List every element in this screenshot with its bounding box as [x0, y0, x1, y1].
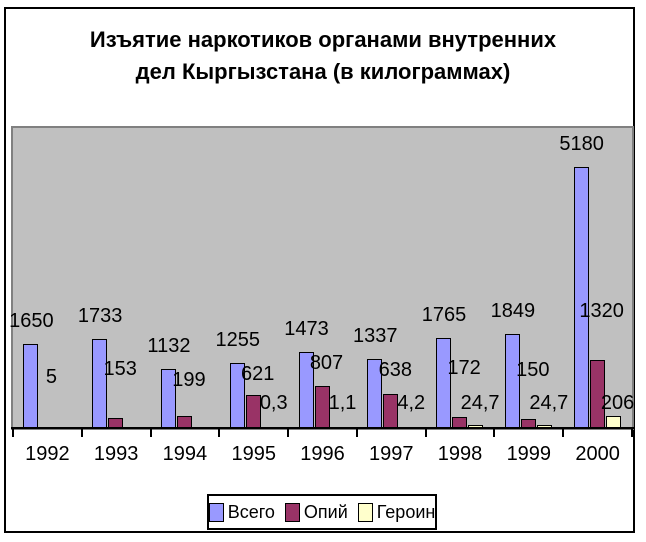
legend-item-opium: Опий: [284, 502, 348, 522]
bar-heroin-1998: [468, 424, 484, 428]
data-label-total-1998: 1765: [421, 303, 467, 326]
data-label-total-2000: 5180: [559, 133, 604, 155]
x-axis-tick: [424, 429, 427, 437]
x-axis-label-2000: 2000: [575, 443, 620, 465]
bar-heroin-1999: [536, 424, 552, 428]
bar-opium-1995: [245, 394, 261, 428]
bar-opium-1994: [176, 416, 192, 428]
x-axis-tick: [218, 429, 221, 437]
legend-swatch-total-icon: [208, 502, 224, 522]
data-label-opium-1992: 5: [45, 365, 57, 388]
bar-total-2000: [573, 167, 589, 428]
data-label-total-1999: 1849: [490, 299, 536, 322]
x-axis-tick: [287, 429, 290, 437]
data-label-opium-1997: 638: [378, 359, 412, 382]
data-label-total-1993: 1733: [77, 305, 123, 328]
data-label-opium-1996: 807: [309, 352, 344, 375]
x-axis-tick: [493, 429, 496, 437]
bar-opium-1997: [383, 394, 399, 428]
data-label-opium-1998: 172: [447, 357, 481, 380]
data-label-total-1994: 1132: [147, 335, 191, 358]
legend-swatch-heroin-icon: [357, 502, 373, 522]
x-axis-tick: [12, 429, 14, 437]
x-axis-tick: [562, 429, 565, 437]
chart-title-line-1: Изъятие наркотиков органами внутренних: [89, 27, 557, 52]
bar-total-1995: [229, 363, 245, 428]
x-axis-label-1994: 1994: [162, 443, 208, 465]
legend: Всего Опий Героин: [207, 494, 437, 530]
x-axis-tick: [80, 429, 83, 437]
x-axis-label-1995: 1995: [231, 443, 276, 465]
bar-total-1999: [504, 333, 520, 428]
bar-opium-2000: [589, 360, 605, 428]
bar-total-1993: [92, 339, 108, 428]
x-axis-tick: [631, 429, 633, 437]
x-axis-label-1992: 1992: [25, 443, 70, 465]
plot-area: 1650 5 1733 153 1132 199 1255 621 0,3 1473 807 1,1 1…: [9, 126, 635, 437]
legend-label-opium: Опий: [303, 502, 348, 522]
data-label-heroin-1997: 4,2: [397, 392, 426, 414]
legend-label-total: Всего: [227, 502, 275, 522]
x-axis-label-1996: 1996: [300, 443, 345, 465]
data-label-opium-1999: 150: [516, 358, 550, 381]
x-axis-label-1997: 1997: [369, 443, 414, 465]
bar-total-1992: [23, 343, 39, 428]
bar-total-1994: [160, 369, 176, 428]
bar-opium-1999: [520, 418, 536, 428]
data-label-opium-1993: 153: [103, 358, 137, 381]
legend-item-total: Всего: [208, 502, 275, 522]
legend-swatch-opium-icon: [284, 502, 300, 522]
data-label-heroin-1998: 24,7: [460, 392, 500, 414]
data-label-heroin-1996: 1,1: [328, 392, 357, 414]
x-axis-label-1998: 1998: [437, 443, 483, 465]
data-label-total-1996: 1473: [284, 318, 329, 341]
data-label-opium-1994: 199: [172, 369, 206, 392]
data-label-heroin-1995: 0,3: [259, 392, 288, 414]
x-axis-tick: [355, 429, 358, 437]
bar-opium-1993: [108, 418, 124, 428]
data-label-opium-1995: 621: [241, 363, 275, 386]
bar-heroin-2000: [605, 415, 621, 428]
x-axis-tick: [149, 429, 152, 437]
x-axis-label-1993: 1993: [93, 443, 139, 465]
data-label-heroin-2000: 206: [600, 391, 635, 414]
chart-title-line-2: дел Кыргызстана (в килограммах): [135, 59, 511, 84]
data-label-opium-2000: 1320: [579, 300, 624, 322]
bar-total-1997: [367, 359, 383, 428]
data-label-total-1995: 1255: [215, 329, 260, 352]
bar-opium-1998: [452, 417, 468, 428]
legend-label-heroin: Героин: [376, 502, 436, 522]
bar-opium-1996: [314, 385, 330, 428]
data-label-heroin-1999: 24,7: [529, 392, 569, 414]
bar-total-1996: [298, 352, 314, 428]
x-axis-line: [11, 427, 634, 429]
data-label-total-1997: 1337: [353, 325, 398, 348]
x-axis-label-1999: 1999: [506, 443, 552, 465]
legend-item-heroin: Героин: [357, 502, 436, 522]
data-label-total-1992: 1650: [9, 309, 54, 332]
bar-total-1998: [436, 337, 452, 428]
